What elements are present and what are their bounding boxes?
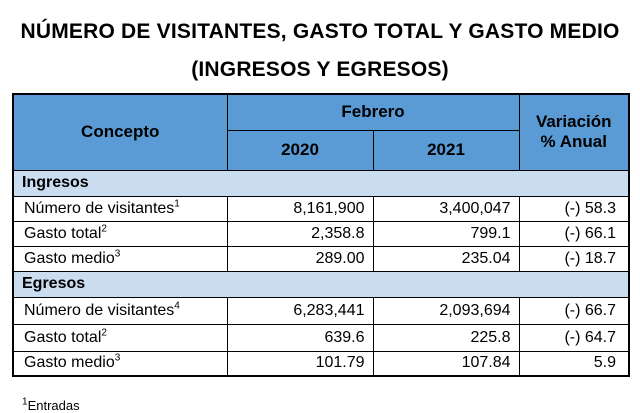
- footnote: 1Entradas: [22, 396, 80, 413]
- row-label: Número de visitantes1: [12, 195, 228, 222]
- visitors-table: Concepto Febrero Variación % Anual 2020 …: [12, 93, 631, 377]
- cell-variacion: 5.9: [518, 350, 630, 377]
- cell-2021: 235.04: [372, 245, 520, 272]
- cell-2020: 8,161,900: [226, 195, 374, 222]
- cell-2020: 101.79: [226, 350, 374, 377]
- table-row: Gasto medio3 101.79 107.84 5.9: [12, 350, 630, 377]
- header-variacion-line-1: Variación: [535, 112, 612, 132]
- cell-variacion: (-) 18.7: [518, 245, 630, 272]
- table-row: Gasto total2 639.6 225.8 (-) 64.7: [12, 323, 630, 352]
- cell-2021: 799.1: [372, 220, 520, 247]
- table-row: Gasto total2 2,358.8 799.1 (-) 66.1: [12, 220, 630, 247]
- page-title-line-2: (INGRESOS Y EGRESOS): [191, 58, 449, 81]
- cell-variacion: (-) 64.7: [518, 323, 630, 352]
- table-row: Número de visitantes4 6,283,441 2,093,69…: [12, 296, 630, 325]
- row-label: Gasto total2: [12, 220, 228, 247]
- cell-2020: 6,283,441: [226, 296, 374, 325]
- table-row: Número de visitantes1 8,161,900 3,400,04…: [12, 195, 630, 222]
- header-variacion-line-2: % Anual: [540, 132, 607, 152]
- header-year-2021: 2021: [372, 129, 520, 171]
- cell-2020: 639.6: [226, 323, 374, 352]
- row-label: Gasto medio3: [12, 350, 228, 377]
- header-year-2020: 2020: [226, 129, 374, 171]
- cell-2021: 3,400,047: [372, 195, 520, 222]
- cell-variacion: (-) 66.7: [518, 296, 630, 325]
- cell-2021: 107.84: [372, 350, 520, 377]
- cell-2021: 2,093,694: [372, 296, 520, 325]
- row-label: Gasto total2: [12, 323, 228, 352]
- cell-2020: 289.00: [226, 245, 374, 272]
- row-label: Número de visitantes4: [12, 296, 228, 325]
- row-label: Gasto medio3: [12, 245, 228, 272]
- section-ingresos: Ingresos: [12, 169, 630, 197]
- header-month: Febrero: [226, 93, 520, 131]
- cell-variacion: (-) 66.1: [518, 220, 630, 247]
- cell-variacion: (-) 58.3: [518, 195, 630, 222]
- table-row: Gasto medio3 289.00 235.04 (-) 18.7: [12, 245, 630, 272]
- header-concepto: Concepto: [12, 93, 228, 171]
- cell-2020: 2,358.8: [226, 220, 374, 247]
- section-egresos: Egresos: [12, 270, 630, 298]
- page-title-line-1: NÚMERO DE VISITANTES, GASTO TOTAL Y GAST…: [20, 20, 620, 43]
- header-variacion: Variación % Anual: [518, 93, 630, 171]
- cell-2021: 225.8: [372, 323, 520, 352]
